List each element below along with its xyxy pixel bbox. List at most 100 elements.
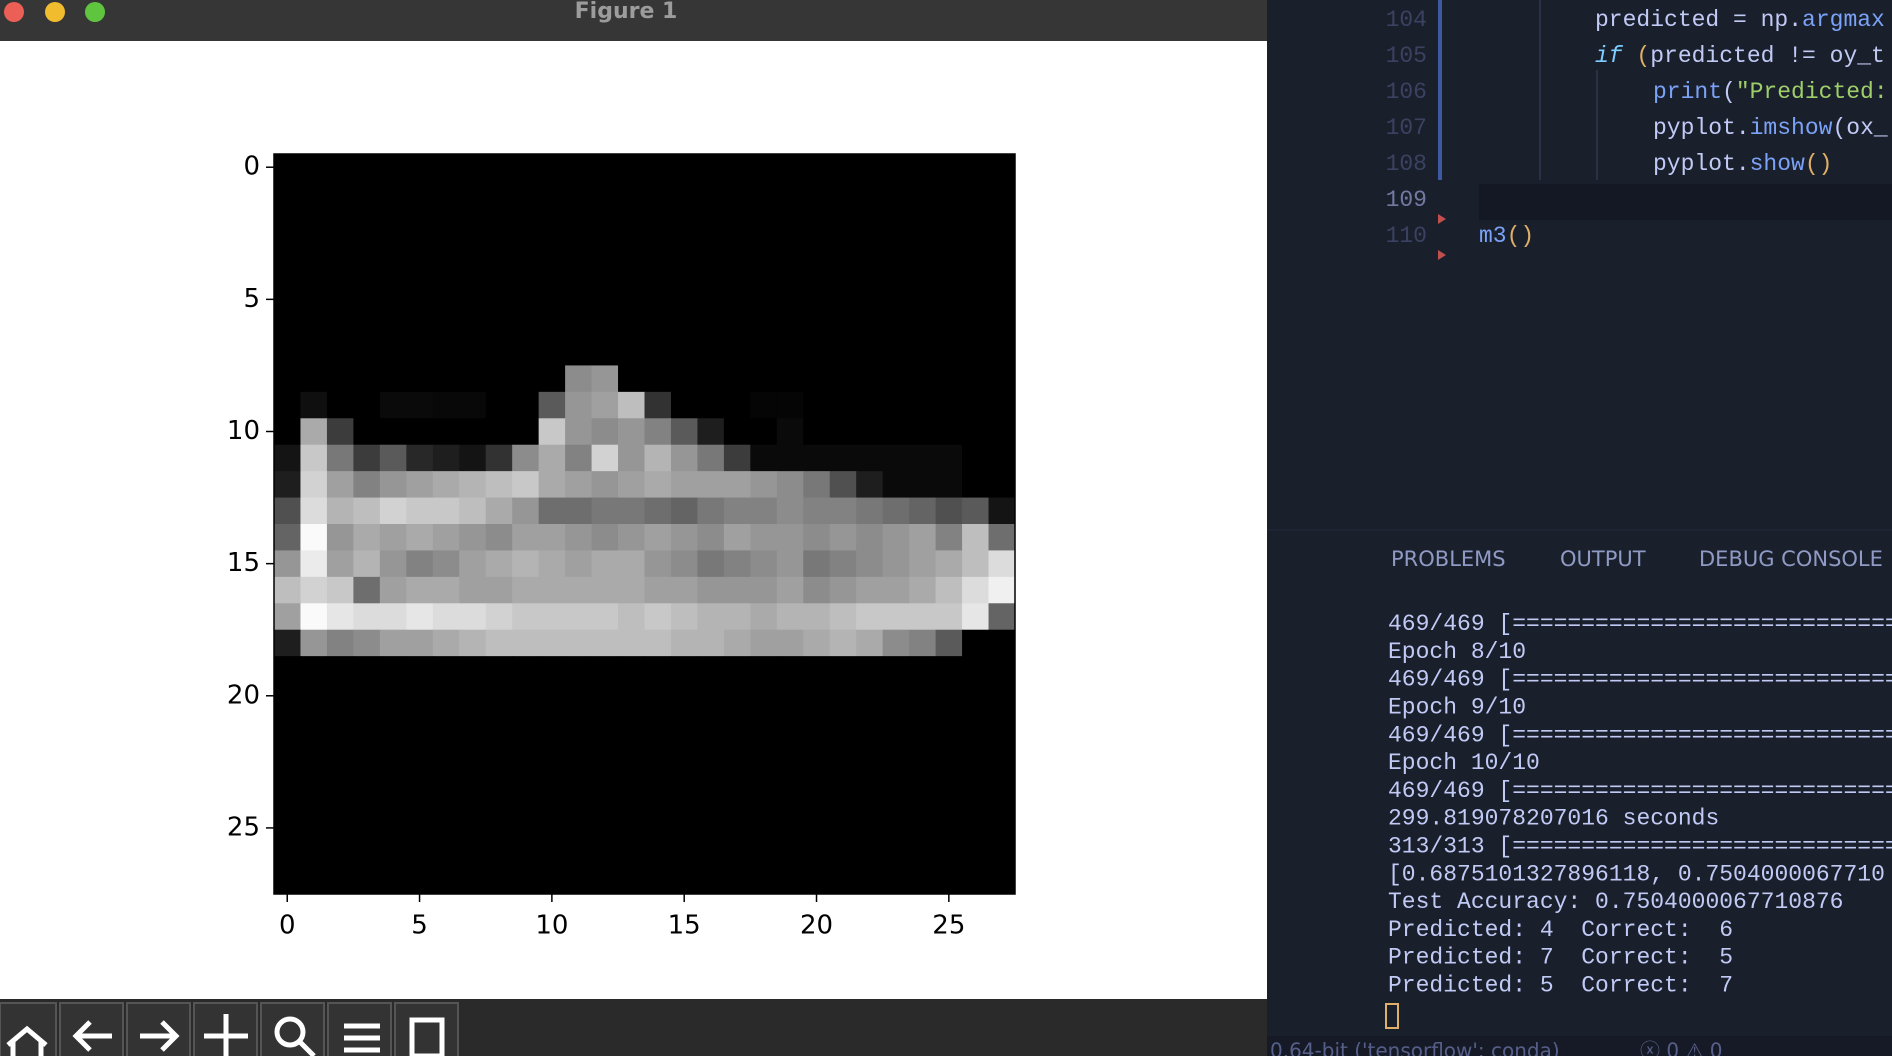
pixel [723,233,751,261]
pixel [300,576,328,604]
pixel [882,656,910,684]
pixel [750,391,778,419]
pixel [538,524,566,551]
pixel [353,497,381,525]
close-button[interactable] [4,2,24,22]
pixel [565,761,593,789]
code-line: pyplot.show() [1653,151,1832,177]
pixel [538,365,566,393]
pixel [962,444,990,472]
pixel [723,682,751,710]
pixel [379,497,407,525]
zoom-tool-button[interactable] [260,1002,325,1056]
pixel [485,365,513,393]
panel-tab[interactable]: PROBLEMS [1391,547,1506,571]
pixel [988,629,1016,657]
pixel [644,444,672,472]
pixel [326,391,354,419]
pixel [326,814,354,842]
pixel [406,471,434,499]
pixel [962,682,990,710]
pixel [776,788,804,816]
pixel [750,418,778,446]
pixel [485,603,513,631]
pixel [618,286,645,314]
back-button[interactable] [59,1002,124,1056]
y-tick-label: 15 [227,548,260,578]
pixel [882,841,910,869]
pixel [512,497,540,525]
panel-tab[interactable]: DEBUG CONSOLE [1699,547,1883,571]
pixel [882,788,910,816]
pixel [618,629,645,657]
pixel [591,339,619,366]
pixel [670,629,698,657]
pixel [723,418,751,446]
pixel [326,656,354,684]
pixel [406,709,434,736]
pixel [512,391,540,419]
pixel [591,444,619,472]
pixel [406,444,434,472]
pixel [353,682,381,710]
pixel [988,656,1016,684]
pixel [882,629,910,657]
pixel [591,471,619,499]
pixel [353,259,381,287]
home-button[interactable] [0,1002,57,1056]
pixel [750,629,778,657]
zoom-button[interactable] [85,2,105,22]
pixel [697,365,725,393]
pixel [485,841,513,869]
pixel [670,180,698,208]
save-button[interactable] [394,1002,459,1056]
pixel [459,841,487,869]
pixel [882,339,910,366]
pixel [406,524,434,551]
pixel [988,814,1016,842]
pixel [750,286,778,314]
minimize-button[interactable] [45,2,65,22]
pixel [882,524,910,551]
pixel [829,286,857,314]
fold-marker [1438,214,1446,260]
status-problems[interactable]: ⓧ 0 ⚠ 0 [1640,1039,1722,1056]
configure-button[interactable] [327,1002,392,1056]
pixel [697,761,725,789]
pixel [274,682,301,710]
pixel [909,206,937,234]
pixel [829,180,857,208]
pixel [300,709,328,736]
pixel [618,788,645,816]
pixel [485,867,513,895]
pixel [909,444,937,472]
pixel [379,735,407,763]
pixel [776,444,804,472]
pixel [485,550,513,578]
pixel [829,259,857,287]
panel-tab[interactable]: OUTPUT [1560,547,1646,571]
pixel [723,471,751,499]
pixel [485,497,513,525]
pixel [723,867,751,895]
pixel [591,233,619,261]
pixel [803,788,831,816]
pixel [353,761,381,789]
code-token: "Predicted: [1736,79,1888,105]
status-interpreter[interactable]: 0.64-bit ('tensorflow': conda) [1270,1039,1560,1056]
pixel [512,206,540,234]
pixel [326,709,354,736]
forward-button[interactable] [126,1002,191,1056]
pixel [723,576,751,604]
pixel [909,259,937,287]
pixel [326,154,354,181]
x-tick-label: 0 [279,911,296,941]
pixel [697,524,725,551]
pixel [697,418,725,446]
pixel [406,286,434,314]
pixel [776,682,804,710]
pixel [803,259,831,287]
pixel [988,709,1016,736]
pixel [300,365,328,393]
pixel [856,286,884,314]
